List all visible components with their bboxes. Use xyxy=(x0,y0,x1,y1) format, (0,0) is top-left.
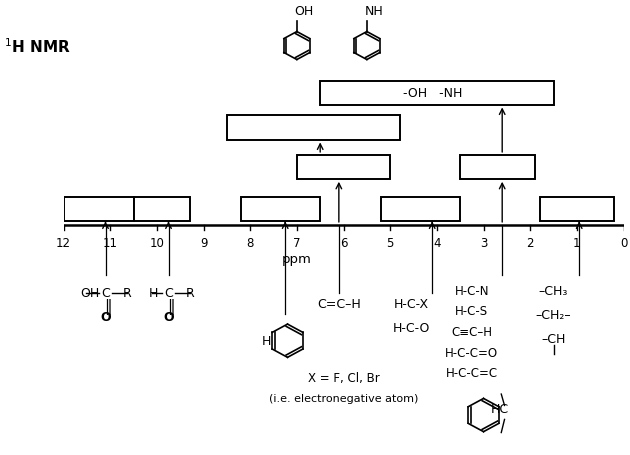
Bar xyxy=(134,198,190,222)
Text: C=C–H: C=C–H xyxy=(317,297,361,310)
Text: H-C-X: H-C-X xyxy=(394,297,429,310)
Text: 8: 8 xyxy=(246,236,254,249)
Text: 1: 1 xyxy=(573,236,581,249)
Text: H-C-O: H-C-O xyxy=(392,321,430,334)
Text: 10: 10 xyxy=(149,236,164,249)
Text: NH: NH xyxy=(365,5,383,18)
Text: R: R xyxy=(122,287,131,299)
Text: ppm: ppm xyxy=(282,253,312,265)
Bar xyxy=(381,198,460,222)
Text: H-C-C=O: H-C-C=O xyxy=(445,346,498,359)
Bar xyxy=(460,156,535,180)
Text: –CH₂–: –CH₂– xyxy=(536,308,571,321)
Text: OH: OH xyxy=(80,287,99,299)
Text: 12: 12 xyxy=(56,236,71,249)
Text: H-C-N: H-C-N xyxy=(455,284,489,297)
Bar xyxy=(64,198,134,222)
Text: -OH   -NH: -OH -NH xyxy=(403,87,462,100)
Text: $^1$H NMR: $^1$H NMR xyxy=(4,38,71,56)
Text: 0: 0 xyxy=(620,236,627,249)
Text: 4: 4 xyxy=(433,236,440,249)
Text: 11: 11 xyxy=(103,236,118,249)
Text: –CH₃: –CH₃ xyxy=(539,284,568,297)
Bar xyxy=(241,198,320,222)
Text: 7: 7 xyxy=(293,236,301,249)
Text: (i.e. electronegative atom): (i.e. electronegative atom) xyxy=(269,393,418,403)
Bar xyxy=(297,156,390,180)
Text: 9: 9 xyxy=(200,236,207,249)
Text: O: O xyxy=(163,310,174,324)
Text: R: R xyxy=(185,287,194,299)
Text: H-C-C=C: H-C-C=C xyxy=(446,366,498,379)
Text: X = F, Cl, Br: X = F, Cl, Br xyxy=(307,371,379,384)
Text: 6: 6 xyxy=(340,236,347,249)
Text: ‖: ‖ xyxy=(104,298,112,314)
Text: O: O xyxy=(100,310,111,324)
Text: HC: HC xyxy=(491,402,509,415)
Bar xyxy=(320,81,554,106)
Text: H: H xyxy=(262,334,272,348)
Text: C≡C–H: C≡C–H xyxy=(451,325,493,338)
Bar xyxy=(539,198,614,222)
Text: OH: OH xyxy=(294,5,314,18)
Text: H-C-S: H-C-S xyxy=(455,305,488,318)
Text: ‖: ‖ xyxy=(167,298,175,314)
Text: 5: 5 xyxy=(386,236,394,249)
Text: 3: 3 xyxy=(480,236,487,249)
Bar xyxy=(227,116,399,140)
Text: –CH: –CH xyxy=(541,332,566,345)
Text: C: C xyxy=(101,287,110,299)
Text: 2: 2 xyxy=(527,236,534,249)
Text: C: C xyxy=(164,287,173,299)
Text: H: H xyxy=(149,287,158,299)
